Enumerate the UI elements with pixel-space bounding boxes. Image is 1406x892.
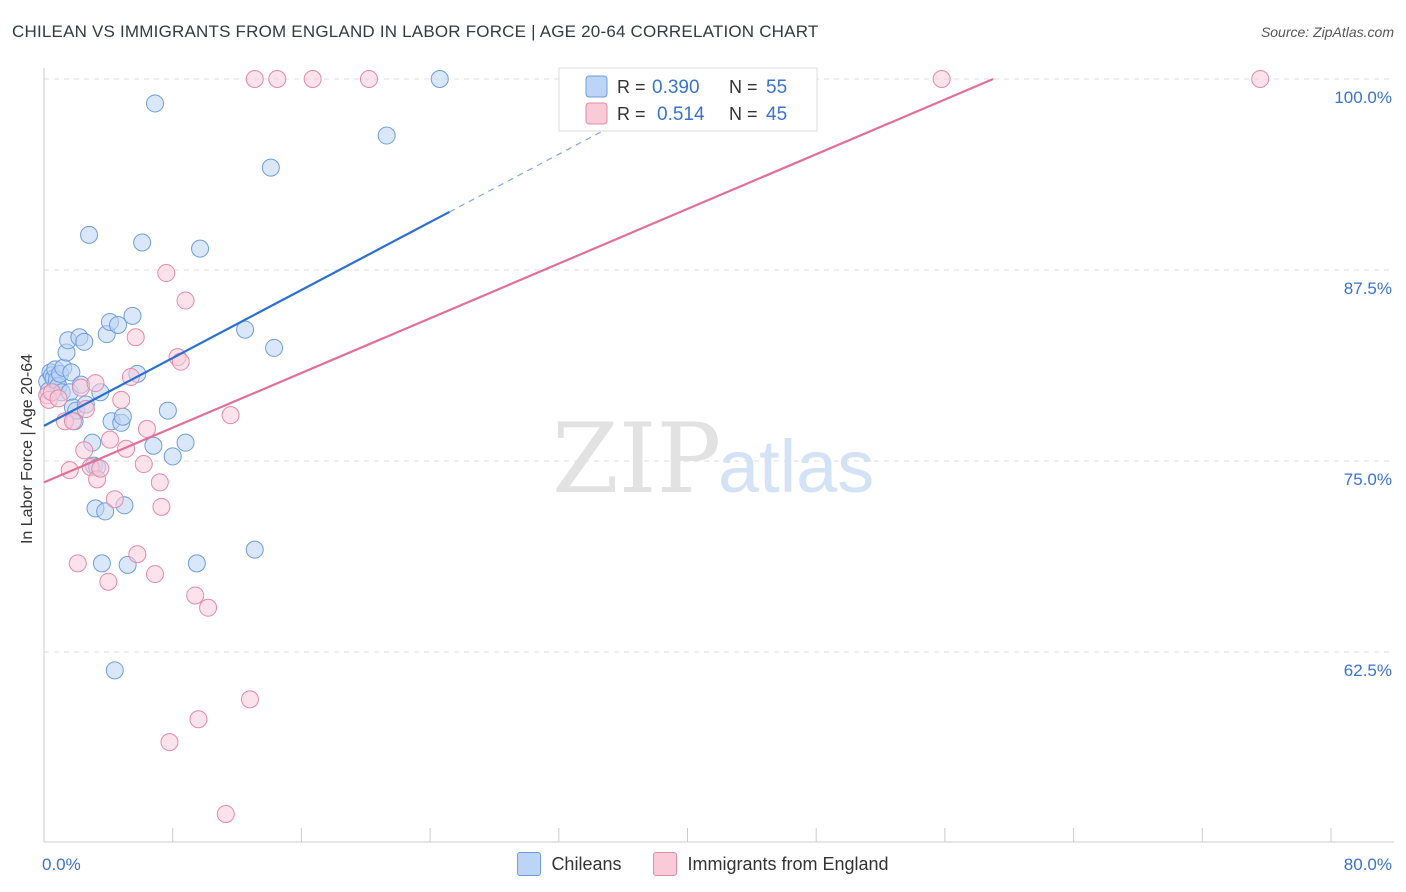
england-point bbox=[117, 439, 136, 458]
chileans-point bbox=[113, 407, 132, 426]
england-point bbox=[932, 70, 951, 88]
england-point bbox=[134, 455, 153, 474]
england-point bbox=[303, 70, 322, 88]
england-point bbox=[186, 586, 205, 605]
england-point bbox=[63, 412, 82, 431]
y-tick-label: 100.0% bbox=[1334, 88, 1392, 107]
legend-swatch-chileans bbox=[585, 75, 608, 98]
source-label: Source: ZipAtlas.com bbox=[1260, 24, 1394, 40]
england-point bbox=[245, 70, 264, 88]
england-trendline bbox=[43, 77, 994, 484]
england-point bbox=[216, 804, 235, 823]
england-point bbox=[100, 430, 119, 449]
england-point bbox=[150, 473, 169, 492]
legend-chileans-r-label: R = bbox=[617, 77, 646, 97]
england-point bbox=[126, 328, 145, 347]
chileans-point bbox=[146, 94, 165, 113]
chileans-point bbox=[123, 306, 142, 325]
england-point bbox=[91, 459, 110, 478]
legend-chileans-n-label: N = bbox=[729, 77, 758, 97]
y-tick-label: 87.5% bbox=[1344, 279, 1392, 298]
england-point bbox=[199, 598, 218, 617]
england-point bbox=[221, 406, 240, 425]
england-point bbox=[49, 389, 68, 408]
bottom-legend-chileans-label: Chileans bbox=[551, 853, 622, 874]
england-point bbox=[157, 264, 176, 283]
chileans-point bbox=[163, 447, 182, 466]
chileans-point bbox=[96, 502, 115, 521]
chileans-point bbox=[80, 225, 99, 244]
legend-chileans-r-value: 0.390 bbox=[652, 77, 700, 98]
england-point bbox=[268, 70, 287, 88]
y-tick-label: 75.0% bbox=[1344, 470, 1392, 489]
england-point bbox=[75, 441, 94, 460]
bottom-legend: Chileans Immigrants from England bbox=[0, 852, 1406, 876]
legend-england-n-value: 45 bbox=[766, 104, 787, 125]
england-point bbox=[86, 374, 105, 393]
chileans-point bbox=[133, 233, 152, 252]
y-axis-label: In Labor Force | Age 20-64 bbox=[19, 353, 36, 545]
bottom-legend-england-label: Immigrants from England bbox=[687, 853, 889, 874]
y-axis-label-wrap: In Labor Force | Age 20-64 bbox=[18, 300, 38, 600]
chileans-point bbox=[191, 239, 210, 258]
england-point bbox=[359, 70, 378, 88]
england-point bbox=[68, 554, 87, 573]
england-point bbox=[99, 572, 118, 591]
watermark: ZIP atlas bbox=[552, 403, 874, 515]
chileans-trendline bbox=[43, 210, 450, 427]
legend-england-n-label: N = bbox=[729, 104, 758, 124]
chileans-point bbox=[75, 332, 94, 351]
legend-box: R = 0.390 N = 55 R = 0.514 N = 45 bbox=[558, 67, 818, 132]
england-point bbox=[60, 461, 79, 480]
england-point bbox=[146, 565, 165, 584]
chileans-point bbox=[105, 661, 124, 680]
chileans-point bbox=[236, 320, 255, 339]
chileans-point bbox=[109, 316, 128, 335]
x-tick-label: 0.0% bbox=[42, 855, 81, 874]
england-point bbox=[176, 291, 195, 310]
legend-swatch-england bbox=[585, 102, 608, 125]
chileans-point bbox=[377, 126, 396, 145]
watermark-zip: ZIP bbox=[552, 403, 721, 515]
england-point bbox=[112, 390, 131, 409]
england-point bbox=[152, 497, 171, 516]
england-point bbox=[1251, 70, 1270, 88]
bottom-legend-chileans: Chileans bbox=[517, 852, 621, 876]
england-point bbox=[160, 733, 179, 752]
legend-chileans-n-value: 55 bbox=[766, 77, 787, 98]
chileans-point bbox=[187, 554, 206, 573]
chileans-point bbox=[245, 540, 264, 559]
y-tick-label: 62.5% bbox=[1344, 661, 1392, 680]
x-tick-label: 80.0% bbox=[1344, 855, 1392, 874]
points-layer bbox=[38, 70, 1270, 823]
bottom-legend-swatch-england bbox=[653, 852, 678, 876]
chileans-point bbox=[265, 338, 284, 357]
chileans-point bbox=[261, 158, 280, 177]
chileans-point bbox=[176, 433, 195, 452]
trend-layer bbox=[43, 77, 994, 484]
chileans-trendline-extension bbox=[449, 119, 624, 213]
england-point bbox=[128, 545, 147, 564]
england-point bbox=[105, 490, 124, 509]
tick-label-layer: 100.0% 87.5% 75.0% 62.5% 0.0% 80.0% bbox=[42, 88, 1392, 874]
chileans-point bbox=[144, 436, 163, 455]
legend-england-r-value: 0.514 bbox=[657, 104, 705, 125]
bottom-legend-swatch-chileans bbox=[517, 852, 542, 876]
watermark-atlas: atlas bbox=[718, 425, 874, 508]
chileans-point bbox=[62, 363, 81, 382]
bottom-legend-england: Immigrants from England bbox=[653, 852, 889, 876]
axis-layer bbox=[43, 68, 1394, 843]
chileans-point bbox=[158, 401, 177, 420]
england-point bbox=[240, 690, 259, 709]
england-point bbox=[189, 710, 208, 729]
chart-title: CHILEAN VS IMMIGRANTS FROM ENGLAND IN LA… bbox=[12, 22, 819, 41]
chileans-point bbox=[430, 70, 449, 88]
grid-layer bbox=[44, 78, 1394, 653]
legend-england-r-label: R = bbox=[617, 104, 646, 124]
chileans-point bbox=[92, 554, 111, 573]
england-point bbox=[137, 419, 156, 438]
